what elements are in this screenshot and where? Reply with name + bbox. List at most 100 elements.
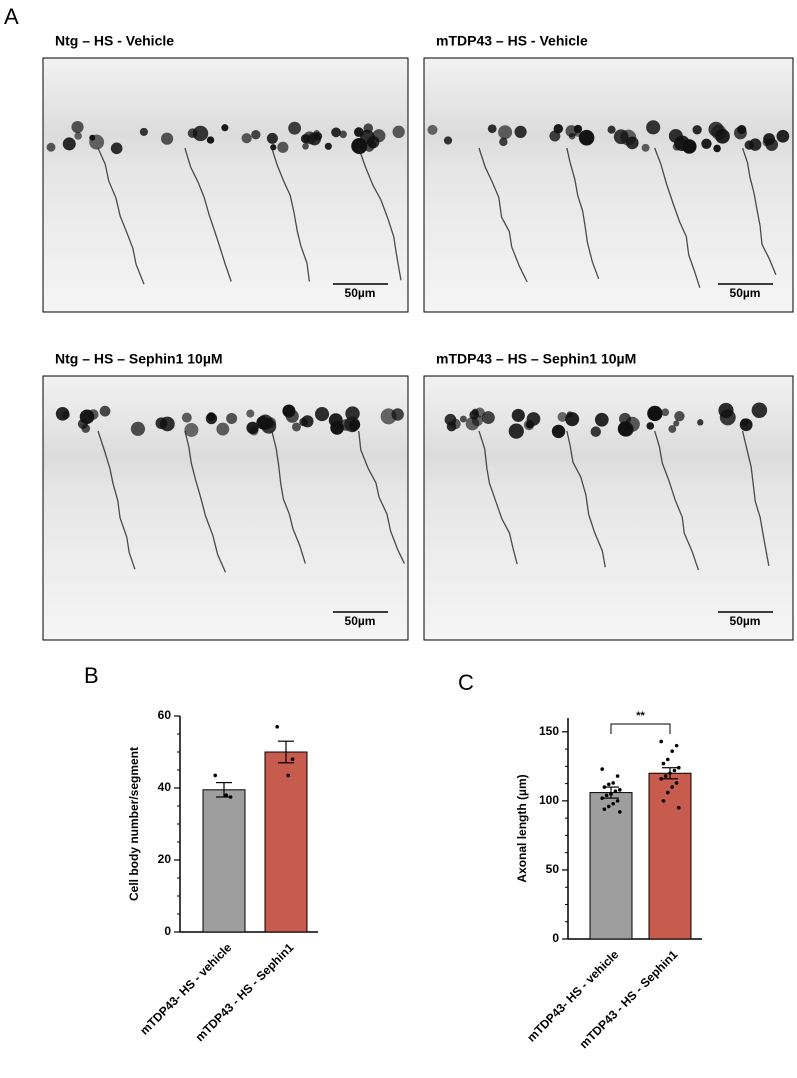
- axon: [478, 430, 518, 565]
- cell-body: [71, 120, 84, 134]
- cell-body: [81, 424, 91, 433]
- cell-body: [751, 402, 768, 419]
- data-point: [228, 795, 233, 799]
- cell-body: [715, 129, 730, 144]
- cell-body: [553, 124, 564, 134]
- axon: [566, 430, 606, 568]
- image-caption: Ntg – HS - Vehicle: [55, 33, 174, 49]
- data-point: [670, 785, 674, 789]
- data-point: [618, 810, 622, 814]
- cell-body: [673, 420, 680, 427]
- scale-bar-label: 50µm: [730, 286, 761, 300]
- error-bar: [278, 740, 294, 764]
- data-point: [607, 804, 611, 809]
- cell-body: [674, 411, 685, 422]
- cell-body: [487, 124, 497, 134]
- cell-body: [74, 132, 82, 140]
- cell-body: [249, 426, 259, 436]
- cell-body: [46, 142, 56, 152]
- cell-body: [380, 408, 397, 425]
- cell-body: [181, 412, 192, 423]
- axon: [184, 147, 232, 282]
- cell-body: [277, 141, 289, 153]
- cell-body: [187, 128, 198, 139]
- y-tick-label: 60: [158, 708, 172, 722]
- cell-body: [668, 128, 683, 143]
- y-tick-label: 0: [552, 931, 559, 945]
- data-point: [611, 801, 615, 806]
- cell-body: [557, 411, 568, 422]
- cell-body: [499, 137, 508, 147]
- data-point: [666, 757, 670, 762]
- cell-body: [661, 408, 670, 417]
- cell-body: [590, 426, 602, 437]
- cell-body: [288, 121, 302, 135]
- axon: [741, 430, 770, 567]
- y-tick-label: 40: [158, 780, 172, 794]
- cell-body: [625, 136, 639, 150]
- cell-body: [353, 127, 364, 138]
- data-point: [602, 807, 607, 811]
- cell-body: [282, 404, 296, 418]
- cell-body: [392, 125, 405, 139]
- significance-label: **: [636, 710, 645, 722]
- data-point: [609, 792, 613, 796]
- data-point: [659, 739, 663, 744]
- cell-body: [372, 129, 386, 143]
- y-axis-label: Axonal length (µm): [515, 774, 529, 882]
- cell-body: [514, 125, 527, 139]
- cell-body: [511, 408, 525, 422]
- axon: [654, 430, 700, 571]
- cell-body: [205, 412, 218, 425]
- axon: [478, 147, 528, 283]
- cell-body: [313, 131, 323, 141]
- cell-body: [206, 136, 215, 144]
- data-point: [668, 771, 672, 776]
- cell-body: [444, 413, 457, 426]
- cell-body: [697, 419, 704, 426]
- axon: [97, 430, 136, 570]
- data-point: [672, 768, 677, 773]
- cell-body: [551, 424, 566, 439]
- y-tick-label: 100: [539, 793, 559, 807]
- data-point: [618, 788, 622, 792]
- image-background: [42, 57, 409, 313]
- cell-body: [241, 133, 252, 144]
- cell-body: [498, 125, 513, 140]
- bar: [589, 792, 633, 940]
- cell-body: [331, 127, 341, 138]
- data-point: [674, 743, 679, 748]
- cell-body: [61, 411, 70, 420]
- cell-body: [192, 125, 209, 142]
- image-background: [423, 57, 794, 313]
- y-tick-label: 0: [164, 924, 171, 938]
- cell-body: [265, 417, 277, 428]
- scale-bar-label: 50µm: [730, 614, 761, 628]
- cell-body: [525, 420, 534, 429]
- cell-body: [459, 415, 467, 423]
- bar: [202, 789, 246, 933]
- cell-body: [646, 422, 655, 430]
- scale-bar-label: 50µm: [345, 614, 376, 628]
- cell-body: [160, 416, 175, 432]
- micrograph: [42, 57, 409, 313]
- data-point: [659, 776, 663, 781]
- cell-body: [668, 425, 677, 433]
- cell-body: [744, 140, 754, 150]
- data-point: [674, 781, 679, 785]
- cell-body: [443, 136, 453, 145]
- data-point: [602, 785, 607, 789]
- panel-label: A: [4, 4, 19, 29]
- cell-body: [427, 124, 438, 135]
- micrograph: [42, 375, 409, 641]
- cell-body: [701, 138, 712, 149]
- cell-body: [303, 131, 317, 145]
- axon: [566, 147, 600, 280]
- cell-body: [226, 412, 238, 424]
- cell-body: [692, 125, 702, 135]
- axon: [97, 147, 145, 285]
- axon: [271, 430, 306, 564]
- bar: [648, 772, 692, 940]
- cell-body: [776, 129, 790, 143]
